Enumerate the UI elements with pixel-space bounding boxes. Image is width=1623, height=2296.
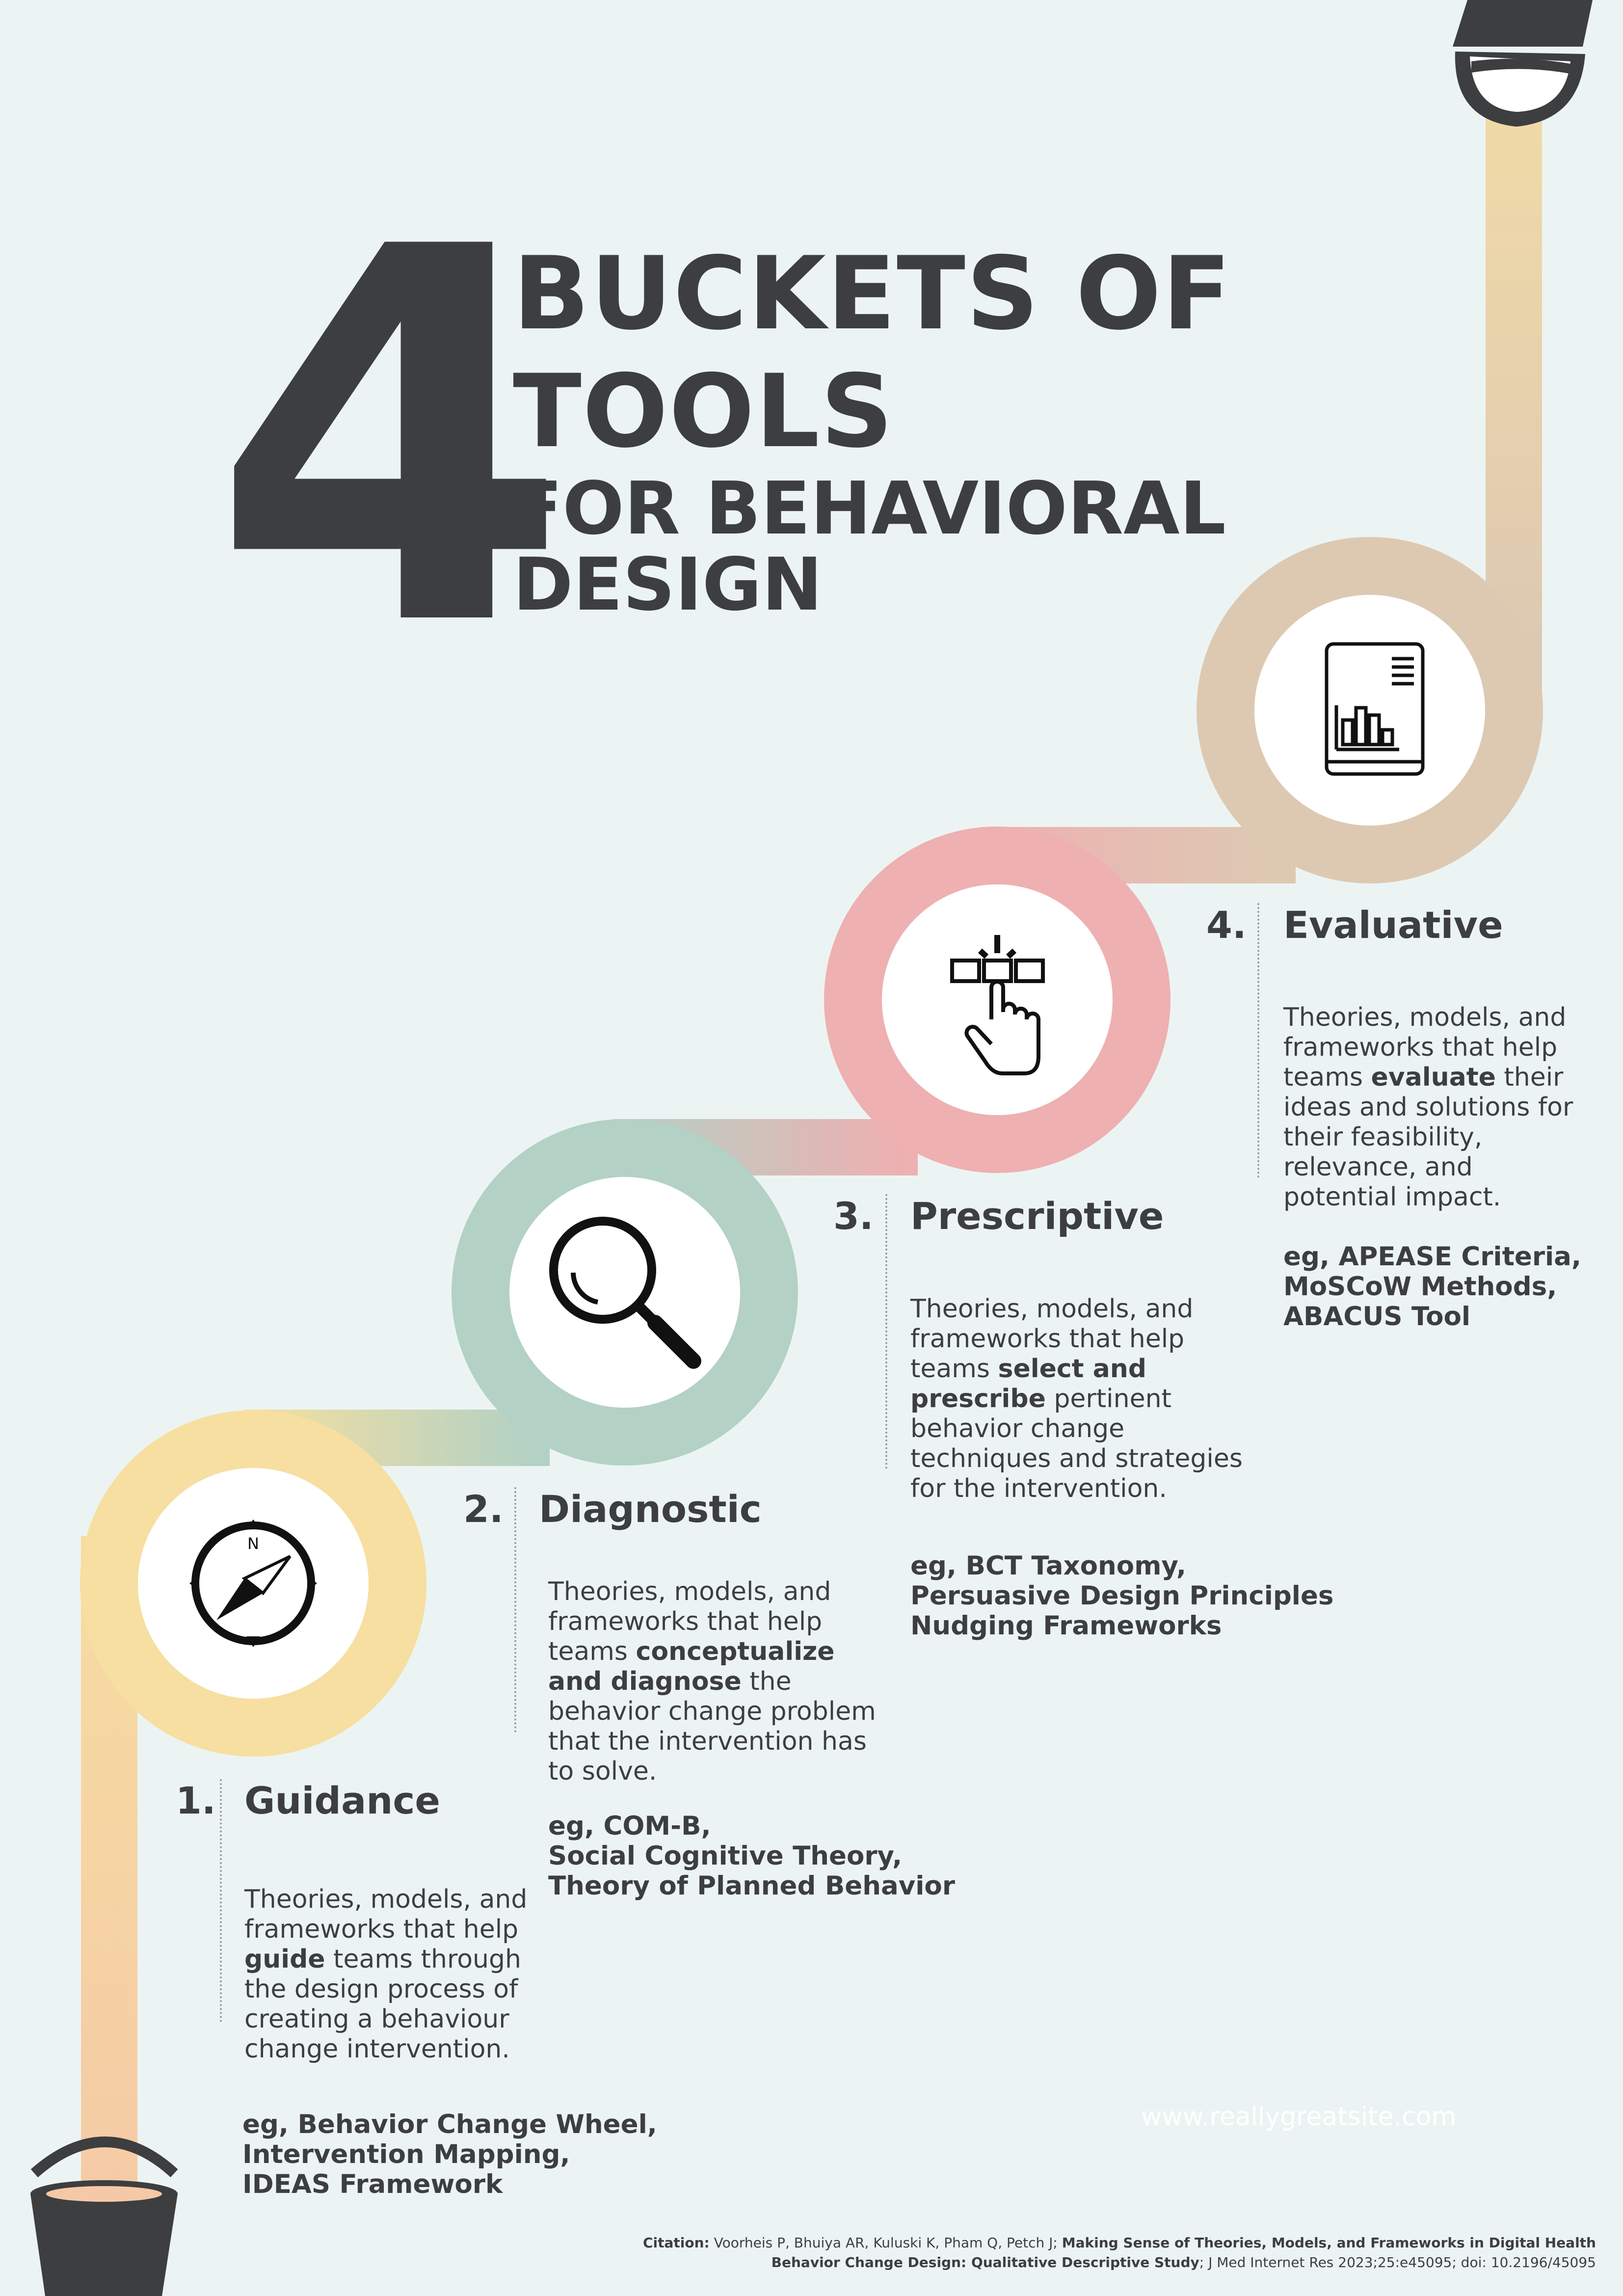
evaluative-circle [1254,595,1485,826]
step-3-example: eg, BCT Taxonomy, [910,1551,1186,1581]
prescriptive-circle [882,884,1113,1115]
step-3-description: Theories, models, and frameworks that he… [910,1294,1243,1503]
svg-text:N: N [247,1534,259,1553]
step-3-title: Prescriptive [910,1194,1164,1238]
title-line-2: TOOLS [513,353,894,470]
step-4-examples: eg, APEASE Criteria, MoSCoW Methods, ABA… [1283,1242,1581,1332]
step-4-title: Evaluative [1283,903,1503,947]
step-3-number: 3. [833,1194,874,1238]
step-1-example: Intervention Mapping, [242,2139,570,2169]
bucket-bottom-icon [30,2136,178,2296]
step-2-title: Diagnostic [539,1487,762,1531]
report-chart-icon [1325,642,1425,776]
step-2-description: Theories, models, and frameworks that he… [548,1577,876,1786]
title-number: 4 [211,139,570,739]
step-3-example: Persuasive Design Principles [910,1581,1334,1611]
step-4-number: 4. [1206,903,1247,947]
step-4-example: eg, APEASE Criteria, [1283,1242,1582,1272]
diagnostic-ring [452,1119,798,1466]
step-2-example: eg, COM-B, [548,1811,711,1841]
step-1-number: 1. [176,1779,216,1822]
step-3-examples: eg, BCT Taxonomy, Persuasive Design Prin… [910,1551,1333,1641]
step-1-title: Guidance [244,1779,440,1822]
step-4-example: MoSCoW Methods, [1283,1272,1557,1302]
step-4-divider [1257,903,1259,1178]
prescriptive-ring [824,827,1171,1173]
title-line-3: FOR BEHAVIORAL [513,466,1226,551]
hand-selecting-icon [950,935,1045,1075]
citation: Citation: Voorheis P, Bhuiya AR, Kuluski… [642,2235,1596,2270]
step-1-example: eg, Behavior Change Wheel, [242,2109,657,2139]
website-link[interactable]: www.reallygreatsite.com [1141,2102,1457,2132]
title-line-1: BUCKETS OF [513,236,1232,352]
step-3-example: Nudging Frameworks [910,1611,1222,1641]
bucket-top-icon [1453,0,1593,127]
step-2-example: Social Cognitive Theory, [548,1841,903,1871]
step-2-number: 2. [463,1487,504,1531]
diagnostic-circle [509,1177,740,1408]
step-2-examples: eg, COM-B, Social Cognitive Theory, Theo… [548,1811,955,1901]
step-2-divider [514,1487,516,1733]
magnifying-glass-icon [549,1217,701,1369]
guidance-ring [80,1410,426,1757]
evaluative-ring [1197,537,1543,883]
step-1-divider [220,1779,222,2022]
title-line-4: DESIGN [513,542,823,627]
step-1-description: Theories, models, and frameworks that he… [244,1885,528,2064]
step-4-description: Theories, models, and frameworks that he… [1283,1003,1573,1212]
step-1-examples: eg, Behavior Change Wheel, Intervention … [242,2109,657,2199]
step-4-example: ABACUS Tool [1283,1302,1471,1332]
step-1-example: IDEAS Framework [242,2169,503,2199]
step-3-divider [885,1194,887,1469]
compass-icon: N [189,1520,317,1647]
step-2-example: Theory of Planned Behavior [548,1871,955,1901]
